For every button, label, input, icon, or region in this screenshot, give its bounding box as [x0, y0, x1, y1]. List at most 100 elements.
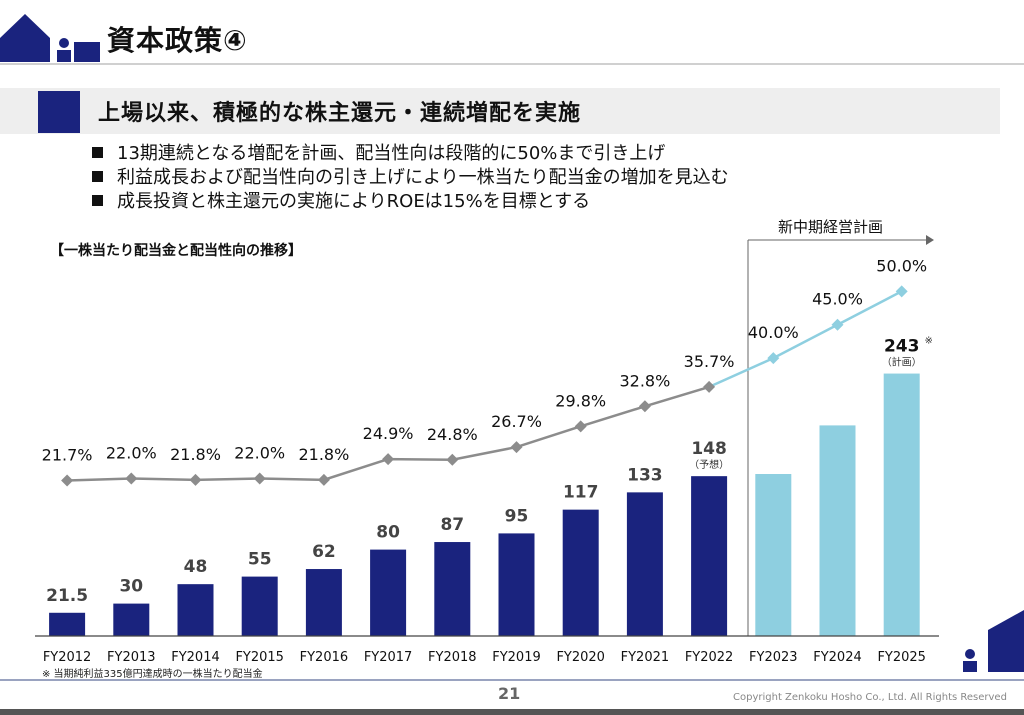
x-tick-label: FY2025	[877, 650, 926, 665]
plan-period-label: 新中期経営計画	[778, 218, 884, 236]
plan-bracket	[747, 235, 934, 636]
payout-point	[253, 472, 266, 485]
bar-value-label: 117	[563, 483, 599, 503]
bar-fy2018	[434, 542, 471, 636]
bar-fy2012	[49, 612, 86, 636]
payout-point	[895, 285, 908, 298]
payout-point	[831, 318, 844, 331]
payout-point	[510, 441, 523, 454]
bullet-square-icon	[92, 147, 103, 158]
payout-point	[446, 453, 459, 466]
payout-value-label: 26.7%	[491, 412, 542, 431]
bullet-text: 利益成長および配当性向の引き上げにより一株当たり配当金の増加を見込む	[117, 167, 729, 188]
bottom-border	[0, 709, 1024, 715]
bar-fy2022	[691, 476, 728, 636]
x-tick-label: FY2020	[556, 650, 605, 665]
payout-point	[61, 474, 74, 487]
bullet-list: 13期連続となる増配を計画、配当性向は段階的に50%まで引き上げ 利益成長および…	[92, 142, 729, 214]
page-title: 資本政策④	[107, 24, 248, 57]
bar-value-label: 133	[627, 465, 663, 485]
payout-point	[767, 352, 780, 365]
payout-point	[574, 420, 587, 433]
bullet-item: 13期連続となる増配を計画、配当性向は段階的に50%まで引き上げ	[92, 142, 729, 166]
bar-fy2016	[305, 569, 342, 636]
bar-fy2021	[626, 492, 663, 636]
x-axis: FY2012 FY2013 FY2014 FY2015 FY2016 FY2017 FY20…	[35, 635, 939, 665]
bullet-item: 利益成長および配当性向の引き上げにより一株当たり配当金の増加を見込む	[92, 166, 729, 190]
x-tick-label: FY2017	[364, 650, 413, 665]
bar-value-label: 62	[312, 542, 336, 562]
bar-fy2024	[819, 425, 856, 636]
payout-point	[638, 400, 651, 413]
bar-value-label: 48	[184, 557, 208, 577]
payout-value-label: 40.0%	[748, 323, 799, 342]
bars-layer: 21.5 30 48 55 62 80 87 95 117 133 148（予想） 243（計画）※	[46, 336, 933, 636]
bar-value-label: 87	[440, 515, 464, 535]
headline-text: 上場以来、積極的な株主還元・連続増配を実施	[98, 101, 582, 126]
bar-value-label: 243	[884, 337, 920, 357]
bar-note-label: （予想）	[689, 458, 729, 471]
bullet-square-icon	[92, 195, 103, 206]
x-tick-label: FY2012	[43, 650, 92, 665]
footnote: ※ 当期純利益335億円達成時の一株当たり配当金	[42, 669, 263, 680]
bar-value-label: 30	[119, 577, 143, 597]
payout-value-label: 22.0%	[106, 443, 157, 462]
x-tick-label: FY2013	[107, 650, 156, 665]
bar-value-label: 21.5	[46, 586, 88, 606]
payout-value-label: 50.0%	[876, 256, 927, 275]
payout-value-label: 21.8%	[170, 445, 221, 464]
payout-value-label: 24.9%	[363, 424, 414, 443]
x-tick-label: FY2023	[749, 650, 798, 665]
bar-fy2017	[370, 549, 407, 636]
bar-fy2020	[562, 509, 599, 636]
bar-fy2014	[177, 584, 214, 636]
house-silhouette-icon	[963, 610, 1024, 672]
title-divider	[0, 63, 1024, 65]
x-tick-label: FY2021	[621, 650, 670, 665]
bar-fy2019	[498, 533, 535, 636]
bar-note-label: （計画）	[882, 356, 922, 369]
copyright: Copyright Zenkoku Hosho Co., Ltd. All Ri…	[733, 692, 1007, 703]
x-tick-label: FY2014	[171, 650, 220, 665]
page-number: 21	[498, 684, 521, 703]
payout-value-label: 45.0%	[812, 290, 863, 309]
house-icon	[0, 14, 100, 62]
footer-divider	[0, 679, 1024, 681]
bullet-item: 成長投資と株主還元の実施によりROEは15%を目標とする	[92, 190, 729, 214]
bullet-square-icon	[92, 171, 103, 182]
payout-value-label: 29.8%	[555, 391, 606, 410]
bar-fy2015	[241, 576, 278, 636]
bullet-text: 成長投資と株主還元の実施によりROEは15%を目標とする	[117, 191, 591, 212]
payout-value-label: 24.8%	[427, 425, 478, 444]
bar-value-label: 148	[691, 439, 727, 459]
x-tick-label: FY2016	[300, 650, 349, 665]
bar-fy2023	[755, 474, 792, 636]
bullet-text: 13期連続となる増配を計画、配当性向は段階的に50%まで引き上げ	[117, 143, 666, 164]
headline-bar	[0, 88, 1000, 134]
bar-fy2025	[883, 373, 920, 636]
x-tick-label: FY2022	[685, 650, 734, 665]
bar-value-label: 80	[376, 523, 400, 543]
payout-point	[189, 473, 202, 486]
bar-value-label: 55	[248, 550, 272, 570]
payout-point	[703, 380, 716, 393]
x-tick-label: FY2019	[492, 650, 541, 665]
payout-value-label: 32.8%	[619, 371, 670, 390]
payout-value-label: 22.0%	[234, 443, 285, 462]
x-tick-label: FY2024	[813, 650, 862, 665]
payout-value-label: 21.7%	[42, 446, 93, 465]
payout-point	[317, 473, 330, 486]
x-tick-label: FY2018	[428, 650, 477, 665]
payout-value-label: 21.8%	[298, 445, 349, 464]
chart-subtitle: 【一株当たり配当金と配当性向の推移】	[50, 243, 302, 259]
payout-value-label: 35.7%	[684, 352, 735, 371]
x-tick-label: FY2015	[235, 650, 284, 665]
payout-point	[125, 472, 138, 485]
payout-point	[382, 453, 395, 466]
payout-ratio-line: 21.7% 22.0% 21.8% 22.0% 21.8% 24.9% 24.8% 26.7%…	[42, 256, 927, 487]
payout-line-plan	[708, 290, 903, 389]
bar-fy2013	[113, 603, 150, 636]
bar-value-label: 95	[505, 506, 529, 526]
bar-footnote-mark: ※	[925, 336, 933, 347]
